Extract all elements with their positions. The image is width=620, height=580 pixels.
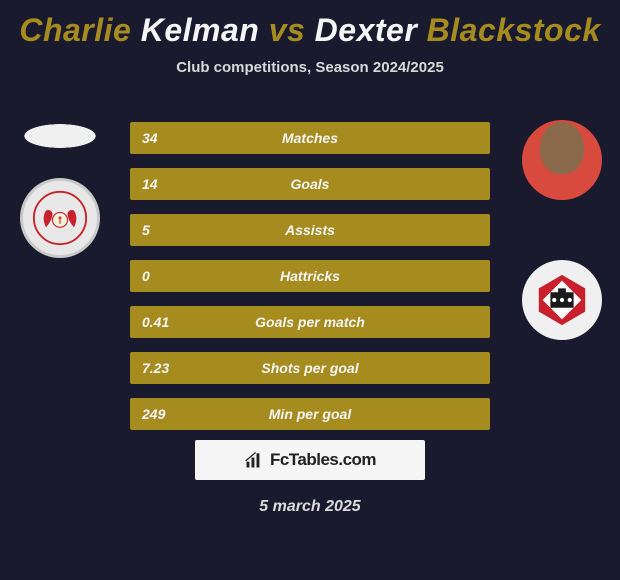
- stat-label: Hattricks: [190, 268, 430, 284]
- subtitle: Club competitions, Season 2024/2025: [0, 59, 620, 76]
- leyton-orient-crest-icon: [32, 190, 88, 246]
- stat-label: Goals per match: [190, 314, 430, 330]
- stat-row: 249 Min per goal: [130, 398, 490, 430]
- player1-last: Kelman: [141, 12, 260, 48]
- stat-label: Min per goal: [190, 406, 430, 422]
- player1-avatar: [20, 98, 100, 174]
- stat-left-value: 0.41: [130, 314, 190, 330]
- stat-left-value: 0: [130, 268, 190, 284]
- bar-chart-icon: [244, 450, 264, 470]
- stat-left-value: 5: [130, 222, 190, 238]
- date-text: 5 march 2025: [0, 498, 620, 516]
- stat-left-value: 14: [130, 176, 190, 192]
- player2-first: Dexter: [315, 12, 418, 48]
- stat-left-value: 34: [130, 130, 190, 146]
- stat-row: 7.23 Shots per goal: [130, 352, 490, 384]
- stat-row: 0.41 Goals per match: [130, 306, 490, 338]
- player2-avatar: [522, 120, 602, 200]
- stat-label: Matches: [190, 130, 430, 146]
- stat-row: 0 Hattricks: [130, 260, 490, 292]
- source-badge-label: FcTables.com: [270, 450, 376, 470]
- comparison-title: Charlie Kelman vs Dexter Blackstock: [0, 0, 620, 49]
- player1-first: Charlie: [19, 12, 131, 48]
- stat-label: Goals: [190, 176, 430, 192]
- stats-table: 34 Matches 14 Goals 5 Assists 0 Hattrick…: [130, 122, 490, 444]
- stat-left-value: 7.23: [130, 360, 190, 376]
- stat-label: Assists: [190, 222, 430, 238]
- stat-row: 5 Assists: [130, 214, 490, 246]
- stat-left-value: 249: [130, 406, 190, 422]
- stat-row: 34 Matches: [130, 122, 490, 154]
- player1-club-crest: [20, 178, 100, 258]
- rotherham-crest-icon: [533, 271, 591, 329]
- stat-label: Shots per goal: [190, 360, 430, 376]
- player2-last: Blackstock: [427, 12, 601, 48]
- source-badge[interactable]: FcTables.com: [195, 440, 425, 480]
- stat-row: 14 Goals: [130, 168, 490, 200]
- vs-word: vs: [269, 12, 306, 48]
- player2-club-crest: [522, 260, 602, 340]
